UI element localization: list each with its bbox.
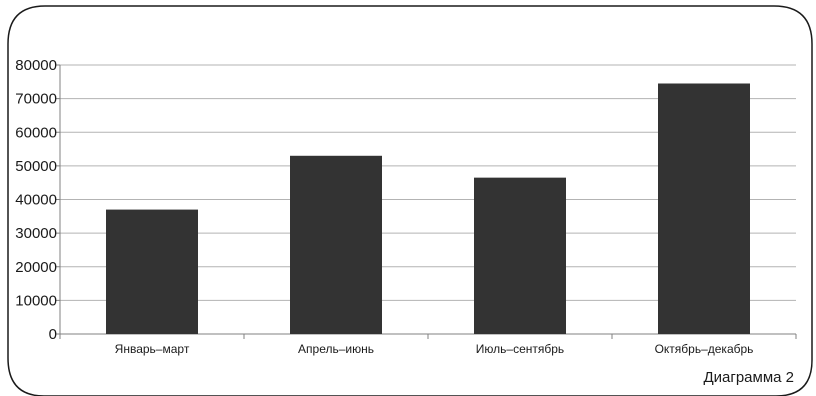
y-tick-label: 20000 [15,259,57,276]
bar [658,83,750,335]
x-tick-label: Апрель–июнь [298,342,374,356]
y-tick-label: 60000 [15,124,57,141]
bar [474,177,566,334]
y-tick-label: 50000 [15,158,57,175]
y-tick-label: 80000 [15,57,57,74]
bar [290,155,382,334]
y-tick-label: 70000 [15,91,57,108]
plot-area: 0 10000 20000 30000 40000 50000 60000 70000 8000… [15,57,797,356]
rounded-frame-border [7,5,813,396]
x-tick-label: Июль–сентябрь [476,342,564,356]
x-tick-label: Январь–март [115,342,190,356]
y-tick-label: 10000 [15,292,57,309]
diagram-caption: Диаграмма 2 [703,369,794,386]
y-tick-label: 30000 [15,225,57,242]
y-tick-label: 0 [49,326,57,343]
x-tick-label: Октябрь–декабрь [655,342,754,356]
bar [106,209,198,334]
y-tick-label: 40000 [15,192,57,209]
